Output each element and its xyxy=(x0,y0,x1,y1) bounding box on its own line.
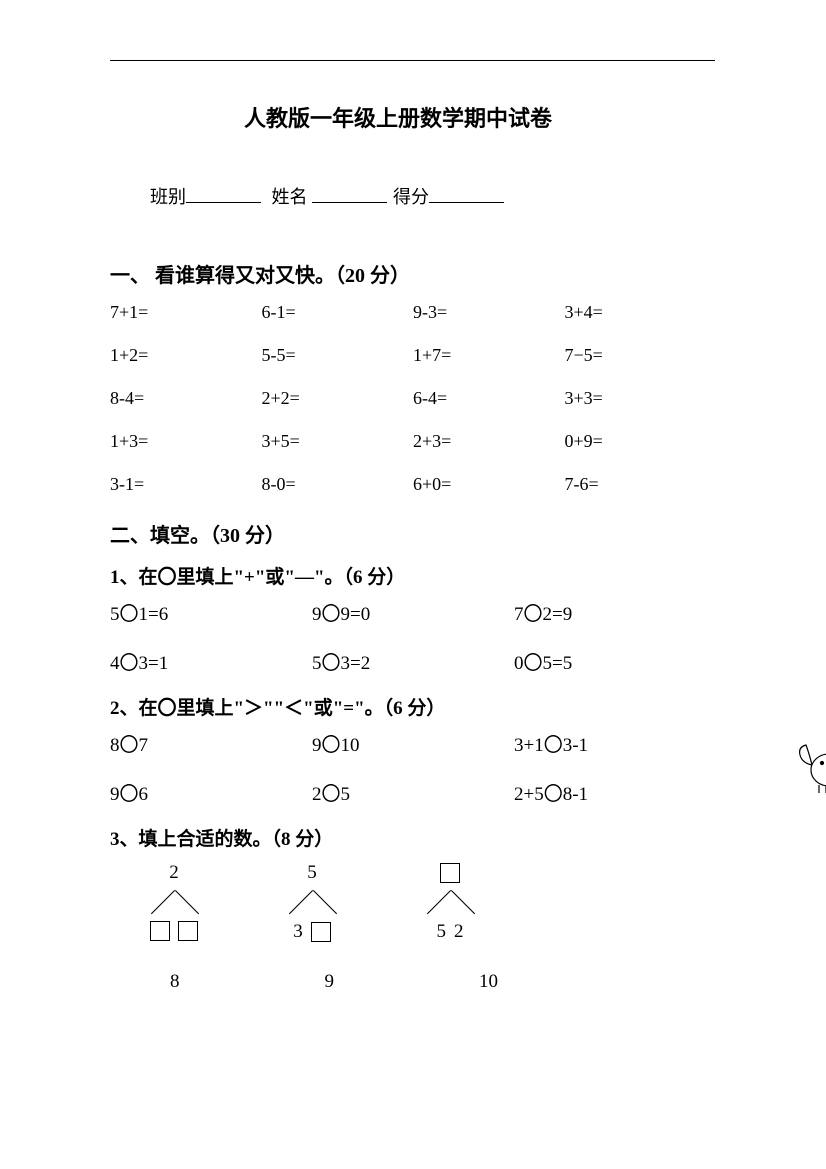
eq-cell: 7-6= xyxy=(565,474,717,495)
eq-cell: 0+9= xyxy=(565,431,717,452)
eq-cell: 1+7= xyxy=(413,345,565,366)
q1-cell: 7〇2=9 xyxy=(514,599,716,626)
q2-cell: 2〇5 xyxy=(312,779,514,806)
split-value: 5 xyxy=(437,921,447,943)
split-bottom xyxy=(150,921,198,941)
eq-cell: 8-4= xyxy=(110,388,262,409)
split-arrow-icon: ／＼ xyxy=(288,891,336,917)
q2-cell: 9〇10 xyxy=(312,730,514,757)
q2-header: 2、在〇里填上"＞""＜"或"="。（6 分） xyxy=(110,693,716,720)
q2-grid: 8〇7 9〇10 3+1〇3-1 9〇6 2〇5 2+5〇8-1 xyxy=(110,730,716,806)
split-top xyxy=(440,861,460,885)
q3-splits: 2 ／＼ 5 ／＼ 3 ／＼ 5 2 xyxy=(110,861,716,943)
eq-cell: 1+2= xyxy=(110,345,262,366)
top-rule xyxy=(110,60,715,61)
split-top: 2 xyxy=(169,861,179,885)
class-label: 班别 xyxy=(150,183,186,209)
answer-box[interactable] xyxy=(178,921,198,941)
split-block: 2 ／＼ xyxy=(150,861,198,943)
score-blank[interactable] xyxy=(429,185,504,203)
answer-box[interactable] xyxy=(440,863,460,883)
eq-cell: 9-3= xyxy=(413,302,565,323)
score-label: 得分 xyxy=(393,183,429,209)
eq-cell: 7−5= xyxy=(565,345,717,366)
split-arrow-icon: ／＼ xyxy=(150,891,198,917)
split-value: 3 xyxy=(293,921,303,943)
section-1-grid: 7+1= 6-1= 9-3= 3+4= 1+2= 5-5= 1+7= 7−5= … xyxy=(110,302,716,495)
name-label: 姓名 xyxy=(272,183,308,209)
q3-bottom-row: 8 9 10 xyxy=(110,971,716,993)
q2-cell: 2+5〇8-1 xyxy=(514,779,716,806)
eq-cell: 3+3= xyxy=(565,388,717,409)
elephant-icon xyxy=(794,735,826,795)
split-bottom: 3 xyxy=(293,921,331,943)
q1-cell: 9〇9=0 xyxy=(312,599,514,626)
eq-cell: 2+3= xyxy=(413,431,565,452)
split-block: 5 ／＼ 3 xyxy=(288,861,336,943)
section-1-header: 一、 看谁算得又对又快。（20 分） xyxy=(110,259,716,288)
eq-cell: 2+2= xyxy=(262,388,414,409)
eq-cell: 8-0= xyxy=(262,474,414,495)
split-value: 2 xyxy=(454,921,464,943)
q2-cell: 8〇7 xyxy=(110,730,312,757)
split-arrow-icon: ／＼ xyxy=(426,891,474,917)
split-block: ／＼ 5 2 xyxy=(426,861,474,943)
q1-grid: 5〇1=6 9〇9=0 7〇2=9 4〇3=1 5〇3=2 0〇5=5 xyxy=(110,599,716,675)
name-blank[interactable] xyxy=(312,185,387,203)
section-2-header: 二、填空。（30 分） xyxy=(110,519,716,548)
split-top: 5 xyxy=(307,861,317,885)
q1-cell: 4〇3=1 xyxy=(110,648,312,675)
q1-header: 1、在〇里填上"+"或"—"。（6 分） xyxy=(110,562,716,589)
q1-cell: 0〇5=5 xyxy=(514,648,716,675)
answer-box[interactable] xyxy=(150,921,170,941)
student-info: 班别 姓名 得分 xyxy=(110,183,716,209)
q3-bottom-value: 8 xyxy=(170,971,180,993)
q1-cell: 5〇1=6 xyxy=(110,599,312,626)
q1-cell: 5〇3=2 xyxy=(312,648,514,675)
q3-header: 3、填上合适的数。（8 分） xyxy=(110,824,716,851)
eq-cell: 3+4= xyxy=(565,302,717,323)
q3-bottom-value: 9 xyxy=(325,971,335,993)
class-blank[interactable] xyxy=(186,185,261,203)
page-title: 人教版一年级上册数学期中试卷 xyxy=(80,101,716,133)
q2-cell: 3+1〇3-1 xyxy=(514,730,716,757)
eq-cell: 3-1= xyxy=(110,474,262,495)
split-bottom: 5 2 xyxy=(437,921,464,943)
eq-cell: 6+0= xyxy=(413,474,565,495)
eq-cell: 1+3= xyxy=(110,431,262,452)
eq-cell: 5-5= xyxy=(262,345,414,366)
q3-bottom-value: 10 xyxy=(479,971,498,993)
eq-cell: 6-4= xyxy=(413,388,565,409)
eq-cell: 3+5= xyxy=(262,431,414,452)
eq-cell: 6-1= xyxy=(262,302,414,323)
eq-cell: 7+1= xyxy=(110,302,262,323)
answer-box[interactable] xyxy=(311,922,331,942)
q2-cell: 9〇6 xyxy=(110,779,312,806)
